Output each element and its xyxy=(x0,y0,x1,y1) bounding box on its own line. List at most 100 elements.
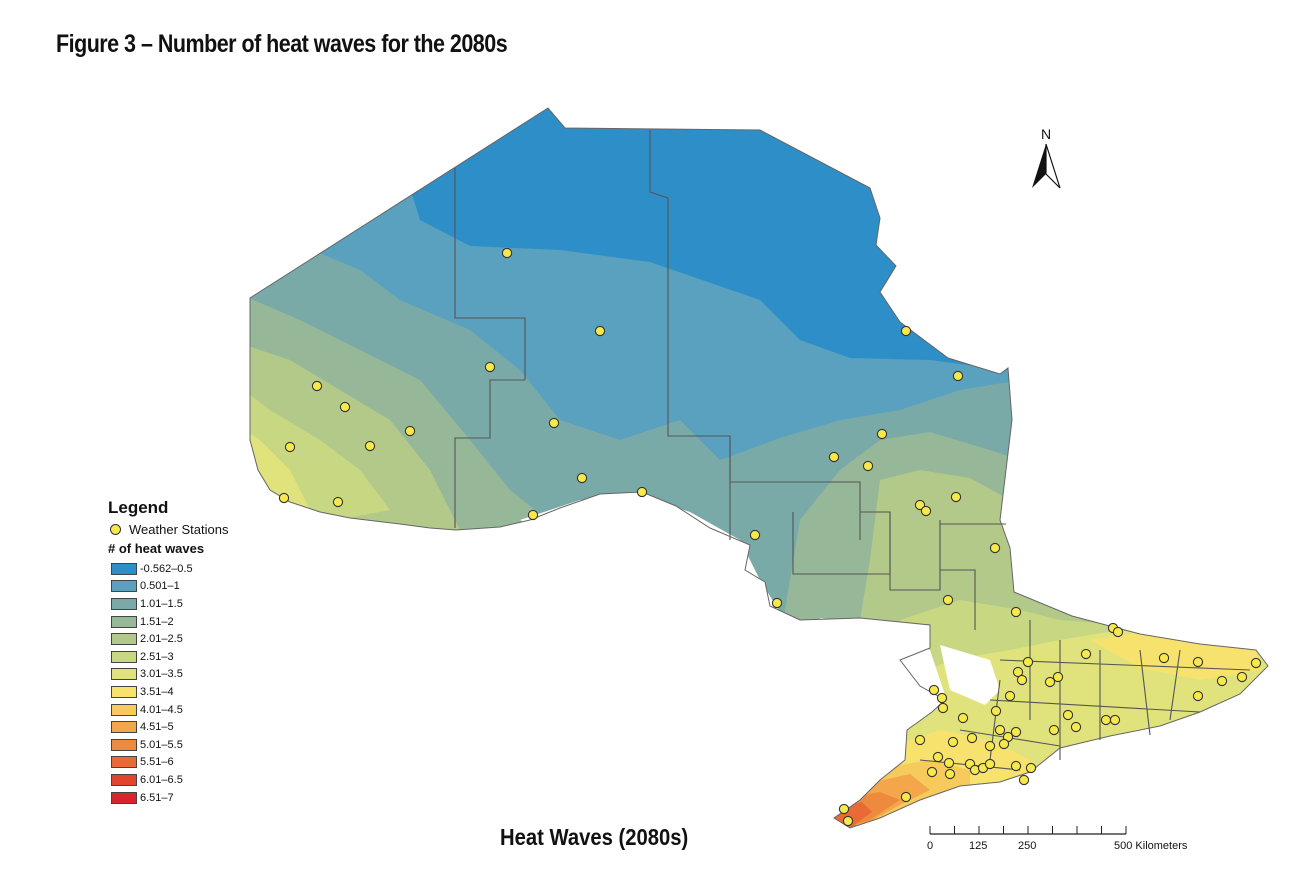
weather-station-marker xyxy=(284,441,296,453)
weather-station-marker xyxy=(1080,648,1092,660)
weather-stations xyxy=(278,247,1262,827)
legend-swatch xyxy=(111,615,137,628)
weather-station-marker xyxy=(952,370,964,382)
weather-station-marker xyxy=(944,768,956,780)
weather-station-marker xyxy=(636,486,648,498)
legend-class-13: 6.01–6.5 xyxy=(108,771,268,789)
legend-class-label: 2.01–2.5 xyxy=(140,633,183,646)
weather-station-marker xyxy=(932,751,944,763)
legend-stations-item: Weather Stations xyxy=(108,522,268,537)
weather-station-marker xyxy=(1004,690,1016,702)
weather-station-marker xyxy=(1192,690,1204,702)
weather-station-marker xyxy=(484,361,496,373)
legend-class-label: 3.01–3.5 xyxy=(140,668,183,681)
legend-swatch xyxy=(111,756,137,769)
weather-station-marker xyxy=(998,738,1010,750)
weather-station-marker xyxy=(749,529,761,541)
weather-station-marker xyxy=(990,705,1002,717)
weather-station-marker xyxy=(876,428,888,440)
weather-station-marker xyxy=(501,247,513,259)
north-label: N xyxy=(1040,126,1052,142)
figure-title: Figure 3 – Number of heat waves for the … xyxy=(56,30,508,58)
weather-station-marker xyxy=(828,451,840,463)
scale-bar: 0 125 250 500 Kilometers xyxy=(924,822,1214,856)
manitoulin-channel xyxy=(820,618,920,645)
weather-station-marker xyxy=(984,740,996,752)
legend-class-label: 6.51–7 xyxy=(140,791,174,804)
legend-heat-waves-title: # of heat waves xyxy=(108,541,205,556)
lake-huron xyxy=(880,640,945,725)
legend-class-label: 3.51–4 xyxy=(140,685,174,698)
weather-station-marker xyxy=(1070,721,1082,733)
legend-swatch xyxy=(111,597,137,610)
legend-class-label: 5.01–5.5 xyxy=(140,738,183,751)
weather-station-marker xyxy=(1022,656,1034,668)
weather-station-marker xyxy=(838,803,850,815)
legend-swatch xyxy=(111,738,137,751)
legend-class-12: 5.51–6 xyxy=(108,754,268,772)
weather-station-marker xyxy=(926,766,938,778)
weather-station-marker xyxy=(862,460,874,472)
legend-class-label: 4.01–4.5 xyxy=(140,703,183,716)
map-caption: Heat Waves (2080s) xyxy=(500,824,689,850)
weather-station-marker xyxy=(989,542,1001,554)
legend-swatch xyxy=(111,703,137,716)
weather-station-marker xyxy=(278,492,290,504)
station-symbol-icon xyxy=(110,524,121,535)
weather-station-marker xyxy=(900,325,912,337)
heat-wave-bands xyxy=(250,108,1268,828)
weather-station-marker xyxy=(1010,606,1022,618)
georgian-bay xyxy=(940,645,1000,705)
legend-class-label: 0.501–1 xyxy=(140,580,180,593)
legend-class-14: 6.51–7 xyxy=(108,789,268,807)
weather-station-marker xyxy=(1112,626,1124,638)
weather-station-marker xyxy=(1236,671,1248,683)
weather-station-marker xyxy=(957,712,969,724)
weather-station-marker xyxy=(1062,709,1074,721)
legend-swatch xyxy=(111,650,137,663)
legend-class-3: 1.01–1.5 xyxy=(108,595,268,613)
weather-station-marker xyxy=(1025,762,1037,774)
weather-station-marker xyxy=(842,815,854,827)
weather-station-marker xyxy=(332,496,344,508)
weather-station-marker xyxy=(404,425,416,437)
weather-station-marker xyxy=(311,380,323,392)
weather-station-marker xyxy=(1250,657,1262,669)
legend-swatch xyxy=(111,668,137,681)
district-boundaries xyxy=(454,130,1251,771)
weather-station-marker xyxy=(771,597,783,609)
weather-station-marker xyxy=(1048,724,1060,736)
legend-class-4: 1.51–2 xyxy=(108,613,268,631)
legend-class-label: 2.51–3 xyxy=(140,650,174,663)
legend-class-label: 5.51–6 xyxy=(140,756,174,769)
legend-class-5: 2.01–2.5 xyxy=(108,630,268,648)
scale-bar-graphic xyxy=(929,826,1127,835)
weather-station-marker xyxy=(942,594,954,606)
weather-station-marker xyxy=(914,499,926,511)
weather-station-marker xyxy=(943,757,955,769)
scale-bar-label: 125 xyxy=(969,840,988,852)
legend-swatch xyxy=(111,562,137,575)
weather-station-marker xyxy=(548,417,560,429)
weather-station-marker xyxy=(1109,714,1121,726)
legend-class-2: 0.501–1 xyxy=(108,578,268,596)
weather-station-marker xyxy=(576,472,588,484)
north-arrow-icon xyxy=(1032,143,1061,189)
weather-station-marker xyxy=(1044,676,1056,688)
legend-class-label: 6.01–6.5 xyxy=(140,773,183,786)
legend-class-11: 5.01–5.5 xyxy=(108,736,268,754)
map-legend: Legend Weather Stations # of heat waves … xyxy=(108,498,268,806)
weather-station-marker xyxy=(1158,652,1170,664)
weather-station-marker xyxy=(914,734,926,746)
lake-superior-shore xyxy=(520,496,780,612)
weather-station-marker xyxy=(928,684,940,696)
legend-class-label: 4.51–5 xyxy=(140,721,174,734)
weather-station-marker xyxy=(1010,760,1022,772)
weather-station-marker xyxy=(1012,666,1024,678)
legend-swatch xyxy=(111,633,137,646)
legend-class-10: 4.51–5 xyxy=(108,718,268,736)
legend-class-list: -0.562–0.5 0.501–1 1.01–1.5 1.51–2 2.01–2.5 2… xyxy=(108,560,268,806)
scale-bar-label: 500 Kilometers xyxy=(1114,840,1188,852)
weather-station-marker xyxy=(984,758,996,770)
